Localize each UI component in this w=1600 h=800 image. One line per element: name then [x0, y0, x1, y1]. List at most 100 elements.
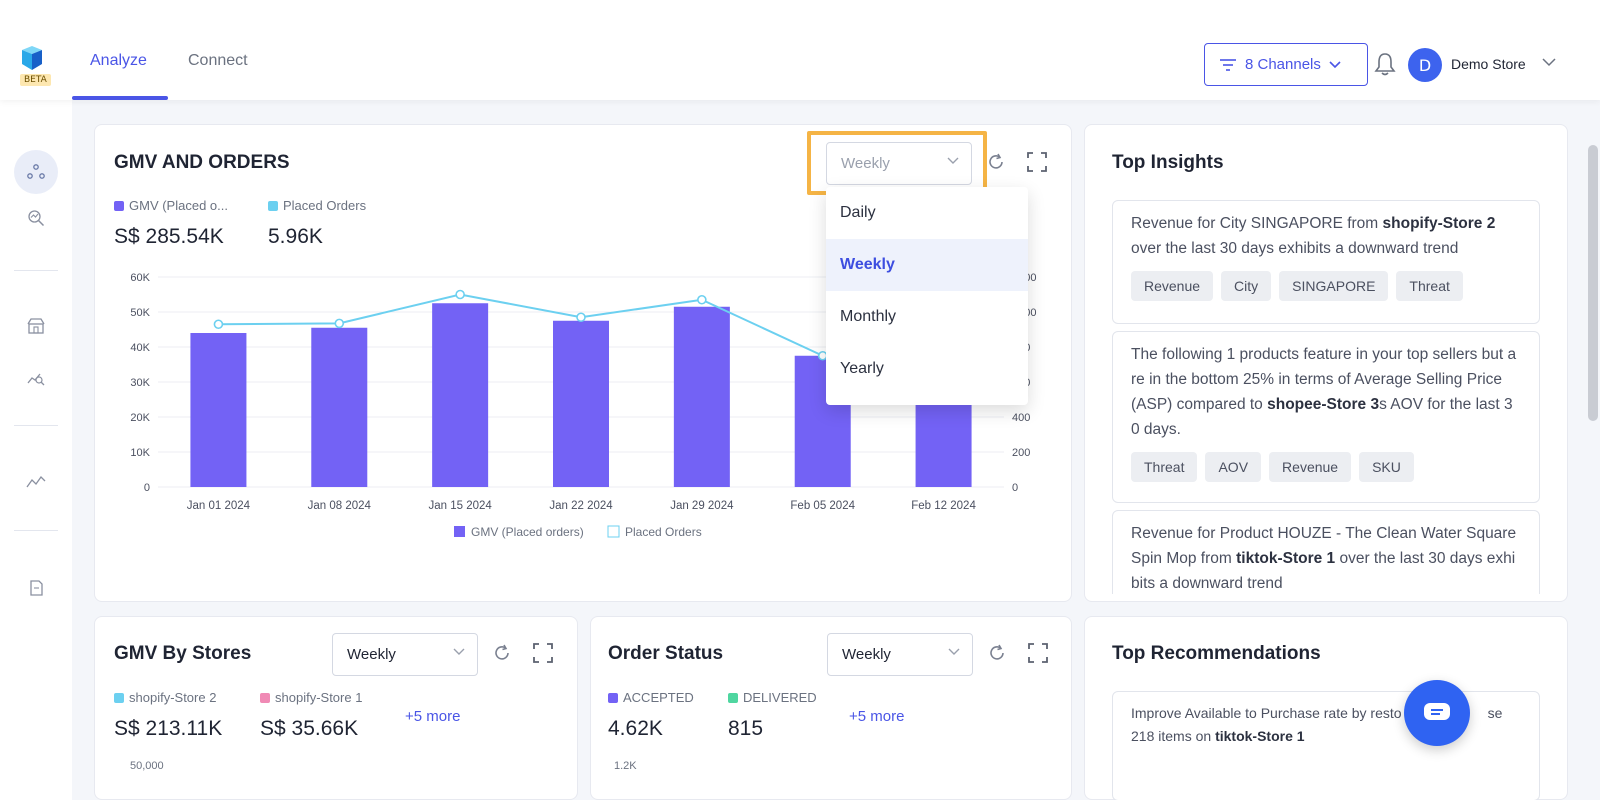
axis-tick-label: 50,000 — [130, 760, 164, 772]
bar — [432, 303, 489, 487]
axis-tick-label: 1.2K — [614, 760, 637, 772]
chevron-down-icon — [948, 648, 960, 655]
line-point — [576, 312, 586, 323]
legend-gmv[interactable]: GMV (Placed o... — [114, 198, 228, 213]
refresh-icon[interactable] — [985, 151, 1007, 173]
y-tick-label: 40K — [130, 342, 150, 354]
gmv-period-value: Weekly — [841, 155, 890, 172]
bar — [673, 306, 730, 487]
insight-text: Revenue for Product HOUZE - The Clean Wa… — [1131, 525, 1517, 592]
legend-label: GMV (Placed o... — [129, 198, 228, 213]
insight-tag[interactable]: Revenue — [1131, 271, 1214, 301]
y-right-tick-label: 200 — [1012, 447, 1030, 459]
x-tick-label: Jan 08 2024 — [308, 500, 372, 512]
y-tick-label: 50K — [130, 307, 150, 319]
legend-store[interactable]: shopify-Store 1 — [260, 690, 362, 705]
sidebar-item-overview[interactable] — [14, 150, 58, 194]
orders-line — [218, 293, 824, 357]
legend-delivered[interactable]: DELIVERED — [728, 690, 817, 705]
y-tick-label: 20K — [130, 412, 150, 424]
x-tick-label: Feb 05 2024 — [790, 500, 855, 512]
insight-card[interactable]: The following 1 products feature in your… — [1112, 331, 1540, 503]
line-chart-icon — [26, 475, 46, 488]
legend-swatch — [114, 200, 124, 211]
refresh-icon[interactable] — [986, 642, 1008, 664]
insight-tag[interactable]: AOV — [1205, 452, 1262, 482]
insight-tag[interactable]: Revenue — [1269, 452, 1352, 482]
legend-swatch — [114, 692, 124, 703]
sidebar-item-trends[interactable] — [14, 356, 58, 400]
stores-period-select[interactable]: Weekly — [332, 633, 478, 676]
tab-connect[interactable]: Connect — [188, 52, 248, 69]
chevron-down-icon — [947, 157, 959, 164]
insight-tag[interactable]: City — [1221, 271, 1272, 301]
store-metric-value: S$ 213.11K — [114, 717, 223, 740]
gmv-orders-chart: 010K20K30K40K50K60K020040060080010001200… — [130, 272, 1036, 539]
y-tick-label: 60K — [130, 272, 150, 284]
line-point — [213, 319, 224, 330]
avatar[interactable]: D — [1408, 48, 1442, 82]
period-dropdown-menu: Daily Weekly Monthly Yearly — [826, 187, 1028, 405]
legend-placed-orders[interactable]: Placed Orders — [268, 198, 366, 213]
legend-accepted[interactable]: ACCEPTED — [608, 690, 694, 705]
order-status-period-value: Weekly — [842, 646, 891, 663]
beta-badge: BETA — [20, 74, 51, 86]
legend-swatch — [260, 692, 270, 703]
sidebar-divider — [14, 530, 58, 531]
app-logo[interactable]: BETA — [18, 44, 52, 88]
order-status-period-select[interactable]: Weekly — [827, 633, 973, 676]
legend-swatch — [608, 692, 618, 703]
bar — [553, 320, 609, 487]
chat-button[interactable] — [1404, 680, 1470, 746]
sidebar-item-stores[interactable] — [14, 304, 58, 348]
recommendation-card[interactable]: Improve Available to Purchase rate by re… — [1112, 691, 1540, 800]
sidebar-item-analytics[interactable] — [14, 460, 58, 504]
more-statuses-link[interactable]: +5 more — [849, 708, 905, 725]
store-name[interactable]: Demo Store — [1451, 56, 1526, 72]
fullscreen-icon[interactable] — [1027, 642, 1049, 664]
sidebar-divider — [14, 270, 58, 271]
gmv-period-select[interactable]: Weekly — [826, 142, 972, 185]
legend-store[interactable]: shopify-Store 2 — [114, 690, 216, 705]
x-tick-label: Jan 29 2024 — [670, 500, 734, 512]
top-navbar: BETA Analyze Connect 8 Channels D Demo S… — [0, 0, 1600, 100]
notification-bell-icon[interactable] — [1374, 52, 1396, 76]
legend-swatch — [454, 526, 465, 537]
refresh-icon[interactable] — [491, 642, 513, 664]
legend-label: Placed Orders — [625, 525, 702, 539]
insight-card[interactable]: Revenue for City SINGAPORE from shopify-… — [1112, 200, 1540, 324]
dropdown-option-weekly[interactable]: Weekly — [826, 239, 1028, 291]
fullscreen-icon[interactable] — [1026, 151, 1048, 173]
x-tick-label: Feb 12 2024 — [911, 500, 976, 512]
tab-analyze[interactable]: Analyze — [90, 52, 147, 69]
line-point — [334, 318, 345, 329]
dropdown-option-yearly[interactable]: Yearly — [840, 360, 884, 377]
line-point — [455, 289, 465, 300]
legend-swatch — [268, 200, 278, 211]
dropdown-option-monthly[interactable]: Monthly — [840, 308, 897, 325]
legend-label: shopify-Store 1 — [275, 690, 363, 705]
store-icon — [27, 318, 45, 334]
more-stores-link[interactable]: +5 more — [405, 708, 461, 725]
insight-card[interactable]: Revenue for Product HOUZE - The Clean Wa… — [1112, 510, 1540, 594]
fullscreen-icon[interactable] — [532, 642, 554, 664]
y-tick-label: 30K — [130, 377, 150, 389]
sidebar-item-reports[interactable] — [14, 566, 58, 610]
insight-tag[interactable]: Threat — [1131, 452, 1198, 482]
insight-tag[interactable]: SINGAPORE — [1279, 271, 1389, 301]
store-metric-value: S$ 35.66K — [260, 717, 359, 740]
bar — [311, 327, 368, 487]
chevron-down-icon[interactable] — [1542, 58, 1556, 67]
insight-tag[interactable]: Threat — [1396, 271, 1463, 301]
sidebar-item-explore[interactable] — [14, 196, 58, 240]
legend-label: DELIVERED — [743, 690, 817, 705]
status-metric-value: 815 — [728, 717, 764, 740]
page-scrollbar[interactable] — [1588, 145, 1598, 421]
line-point — [697, 294, 707, 305]
legend-swatch — [607, 525, 620, 538]
nodes-icon — [27, 164, 45, 179]
dropdown-option-daily[interactable]: Daily — [840, 204, 876, 221]
channels-filter-button[interactable]: 8 Channels — [1204, 43, 1368, 86]
insight-text: The following 1 products feature in your… — [1131, 346, 1517, 438]
insight-tag[interactable]: SKU — [1359, 452, 1414, 482]
